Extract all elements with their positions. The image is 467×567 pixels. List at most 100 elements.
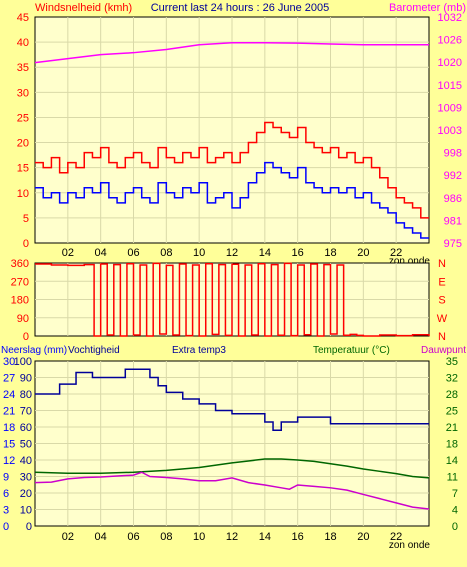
temperature-x-tick: 20	[357, 531, 369, 543]
temperature-y-tick: 11	[447, 472, 458, 484]
compass-y-tick: N	[438, 331, 446, 343]
wind-x-tick: 10	[193, 247, 205, 259]
dewpoint-axis-label: Dauwpunt	[421, 345, 466, 356]
temperature-x-tick: 08	[160, 531, 172, 543]
wind-panel-x-end-label: zon onde	[389, 256, 431, 267]
compass-y-tick: S	[438, 295, 445, 307]
humidity-y-tick: 10	[20, 505, 32, 517]
wind-x-tick: 12	[226, 247, 238, 259]
wind-x-tick: 18	[324, 247, 336, 259]
humidity-y-tick: 100	[14, 356, 32, 368]
wind-y-tick: 20	[17, 138, 29, 150]
temperature-y-tick: 35	[446, 356, 458, 368]
chart-title: Current last 24 hours : 26 June 2005	[151, 2, 330, 14]
wind-x-tick: 14	[259, 247, 271, 259]
direction-y-tick: 270	[11, 276, 29, 288]
rain-y-tick: 30	[3, 356, 15, 368]
direction-series-line	[35, 262, 430, 337]
rain-axis-label: Neerslag (mm)	[1, 345, 67, 356]
barometer-y-tick: 992	[444, 170, 462, 182]
gust-series-line	[35, 121, 429, 219]
wind-x-tick: 02	[62, 247, 74, 259]
rain-y-tick: 0	[3, 521, 9, 533]
barometer-y-tick: 1003	[438, 125, 462, 137]
wind-y-tick: 10	[17, 188, 29, 200]
barometer-axis-label: Barometer (mb)	[389, 2, 466, 14]
wind-y-tick: 45	[17, 12, 29, 24]
temperature-x-tick: 06	[127, 531, 139, 543]
rain-y-tick: 27	[3, 373, 15, 385]
temperature-y-tick: 0	[452, 521, 458, 533]
wind-y-tick: 30	[17, 87, 29, 99]
rain-y-tick: 18	[3, 422, 15, 434]
rain-y-tick: 24	[3, 389, 15, 401]
humidity-y-tick: 60	[20, 422, 32, 434]
temperature-y-tick: 18	[446, 439, 458, 451]
temperature-y-tick: 7	[452, 488, 458, 500]
wind-x-tick: 22	[390, 247, 402, 259]
barometer-y-tick: 981	[444, 215, 462, 227]
humidity-y-tick: 30	[20, 472, 32, 484]
temperature-x-tick: 04	[95, 531, 107, 543]
temperature-x-tick: 16	[292, 531, 304, 543]
compass-y-tick: W	[437, 313, 448, 325]
rain-y-tick: 6	[3, 488, 9, 500]
barometer-series-line	[34, 42, 429, 64]
temperature-y-tick: 4	[452, 505, 458, 517]
humidity-y-tick: 50	[20, 439, 32, 451]
temperature-x-tick: 22	[390, 531, 402, 543]
rain-y-tick: 9	[3, 472, 9, 484]
wind-y-tick: 0	[23, 238, 29, 250]
barometer-y-tick: 1009	[438, 102, 462, 114]
humidity-y-tick: 90	[20, 373, 32, 385]
barometer-y-tick: 1032	[438, 12, 462, 24]
wind-y-tick: 35	[17, 62, 29, 74]
direction-y-tick: 360	[11, 258, 29, 270]
wind-x-tick: 16	[292, 247, 304, 259]
temperature-panel-x-end-label: zon onde	[389, 540, 431, 551]
humidity-axis-label: Vochtigheid	[68, 345, 120, 356]
rain-y-tick: 15	[3, 439, 15, 451]
compass-y-tick: E	[438, 276, 445, 288]
extra-temp-label: Extra temp3	[172, 345, 226, 356]
temperature-x-tick: 10	[193, 531, 205, 543]
temperature-x-tick: 14	[259, 531, 271, 543]
temperature-y-tick: 21	[446, 422, 458, 434]
compass-y-tick: N	[438, 258, 446, 270]
rain-y-tick: 21	[3, 406, 15, 418]
dewpoint-series-line	[34, 471, 430, 510]
temperature-y-tick: 14	[446, 455, 458, 467]
direction-y-tick: 90	[17, 313, 29, 325]
barometer-y-tick: 1026	[438, 35, 462, 47]
barometer-y-tick: 998	[444, 148, 462, 160]
wind-x-tick: 08	[160, 247, 172, 259]
wind-x-tick: 20	[357, 247, 369, 259]
wind-series-line	[35, 161, 429, 239]
wind-axis-label: Windsnelheid (kmh)	[35, 2, 132, 14]
temperature-series-line	[34, 458, 430, 479]
wind-x-tick: 06	[127, 247, 139, 259]
humidity-y-tick: 70	[20, 406, 32, 418]
wind-y-tick: 25	[17, 112, 29, 124]
barometer-y-tick: 1015	[438, 80, 462, 92]
barometer-y-tick: 975	[444, 238, 462, 250]
temperature-y-tick: 32	[446, 373, 458, 385]
direction-y-tick: 180	[11, 295, 29, 307]
rain-y-tick: 3	[3, 505, 9, 517]
wind-x-tick: 04	[95, 247, 107, 259]
temperature-axis-label: Temperatuur (°C)	[313, 345, 390, 356]
temperature-x-tick: 02	[62, 531, 74, 543]
barometer-y-tick: 1020	[438, 57, 462, 69]
rain-y-tick: 12	[3, 455, 15, 467]
humidity-y-tick: 80	[20, 389, 32, 401]
temperature-y-tick: 25	[446, 406, 458, 418]
wind-y-tick: 5	[23, 213, 29, 225]
humidity-y-tick: 20	[20, 488, 32, 500]
wind-y-tick: 15	[17, 163, 29, 175]
humidity-y-tick: 40	[20, 455, 32, 467]
temperature-x-tick: 12	[226, 531, 238, 543]
humidity-series-line	[35, 368, 429, 432]
temperature-y-tick: 28	[446, 389, 458, 401]
